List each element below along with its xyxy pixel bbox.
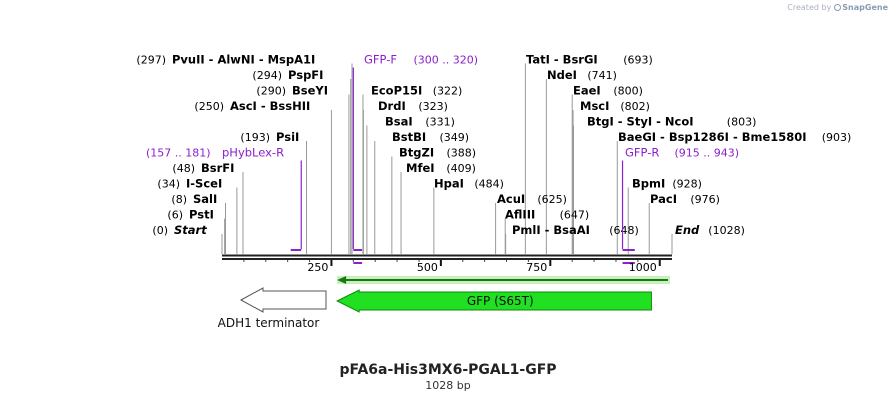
enzyme-label: AflIII <box>505 208 535 222</box>
enzyme-position: (647) <box>560 209 590 222</box>
enzyme-position: (976) <box>690 193 720 206</box>
enzyme-label: MfeI <box>406 161 435 175</box>
enzyme-position: (903) <box>822 131 852 144</box>
enzyme-position: (331) <box>425 116 455 129</box>
enzyme-position: (6) <box>167 209 183 222</box>
enzyme-position: (34) <box>157 178 180 191</box>
primer-name: GFP-F <box>364 53 397 67</box>
enzyme-position: (648) <box>609 224 639 237</box>
primer-name: GFP-R <box>625 146 659 160</box>
enzyme-position: (693) <box>623 54 653 67</box>
enzyme-position: (741) <box>587 69 617 82</box>
enzyme-label: PspFI <box>288 68 323 82</box>
enzyme-position: (323) <box>418 100 448 113</box>
enzyme-label: PsiI <box>276 130 299 144</box>
enzyme-label: BtgZI <box>399 146 434 160</box>
enzyme-label: AcuI <box>497 192 525 206</box>
enzyme-position: (48) <box>172 162 195 175</box>
enzyme-position: (193) <box>240 131 270 144</box>
enzyme-label: EcoP15I <box>371 84 422 98</box>
enzyme-position: (294) <box>252 69 282 82</box>
primer-range: (915 .. 943) <box>675 147 740 160</box>
enzyme-label: BstBI <box>392 130 426 144</box>
terminator-feature-label: ADH1 terminator <box>218 316 320 330</box>
enzyme-label: BseYI <box>292 84 328 98</box>
enzyme-position: (290) <box>256 85 286 98</box>
plasmid-size: 1028 bp <box>425 379 471 392</box>
enzyme-position: (484) <box>474 178 504 191</box>
plasmid-title-block: pFA6a-His3MX6-PGAL1-GFP 1028 bp <box>0 362 896 392</box>
enzyme-position: (409) <box>446 162 476 175</box>
enzyme-label: BpmI <box>632 177 665 191</box>
enzyme-label: BtgI - StyI - NcoI <box>587 115 694 129</box>
credit-prefix: Created by <box>787 3 832 12</box>
enzyme-label: BsrFI <box>201 161 234 175</box>
enzyme-label: PmlI - BsaAI <box>512 223 590 237</box>
enzyme-label: PvuII - AlwNI - MspA1I <box>172 53 315 67</box>
enzyme-position: (322) <box>433 85 463 98</box>
enzyme-label: BsaI <box>385 115 413 129</box>
enzyme-label: Start <box>174 223 207 237</box>
primer-range: (300 .. 320) <box>414 54 479 67</box>
enzyme-position: (1028) <box>708 224 745 237</box>
enzyme-position: (802) <box>620 100 650 113</box>
enzyme-label: I-SceI <box>186 177 222 191</box>
orf-arrow-head <box>337 276 347 284</box>
ruler-tick-label: 250 <box>307 261 328 274</box>
primer-name: pHybLex-R <box>222 146 284 160</box>
ruler-tick-label: 750 <box>526 261 547 274</box>
enzyme-position: (928) <box>672 178 702 191</box>
enzyme-position: (625) <box>537 193 567 206</box>
enzyme-label: MscI <box>580 99 609 113</box>
enzyme-label: DrdI <box>378 99 406 113</box>
enzyme-label: EaeI <box>573 84 601 98</box>
enzyme-position: (0) <box>152 224 168 237</box>
enzyme-label: TatI - BsrGI <box>526 53 598 67</box>
primer-range: (157 .. 181) <box>146 147 211 160</box>
enzyme-label: PstI <box>189 208 214 222</box>
enzyme-label: End <box>675 223 700 237</box>
enzyme-label: BaeGI - Bsp1286I - Bme1580I <box>618 130 807 144</box>
enzyme-label: AscI - BssHII <box>230 99 310 113</box>
enzyme-position: (803) <box>727 116 757 129</box>
ruler-tick-label: 500 <box>417 261 438 274</box>
terminator-feature-arrow[interactable] <box>239 287 327 313</box>
enzyme-position: (800) <box>613 85 643 98</box>
enzyme-position: (250) <box>194 100 224 113</box>
enzyme-label: PacI <box>650 192 677 206</box>
snapgene-credit: Created by SnapGene <box>787 3 888 12</box>
enzyme-label: SalI <box>193 192 217 206</box>
gfp-feature-arrow[interactable] <box>336 289 652 313</box>
enzyme-position: (8) <box>171 193 187 206</box>
credit-brand: SnapGene <box>842 3 888 12</box>
plasmid-name: pFA6a-His3MX6-PGAL1-GFP <box>339 362 557 378</box>
snapgene-logo-icon <box>834 4 842 11</box>
ruler-tick-label: 1000 <box>629 261 657 274</box>
enzyme-label: NdeI <box>547 68 577 82</box>
enzyme-label: HpaI <box>434 177 464 191</box>
enzyme-position: (349) <box>440 131 470 144</box>
enzyme-position: (388) <box>447 147 477 160</box>
gfp-feature-label: GFP (S65T) <box>467 294 534 308</box>
enzyme-position: (297) <box>136 54 166 67</box>
